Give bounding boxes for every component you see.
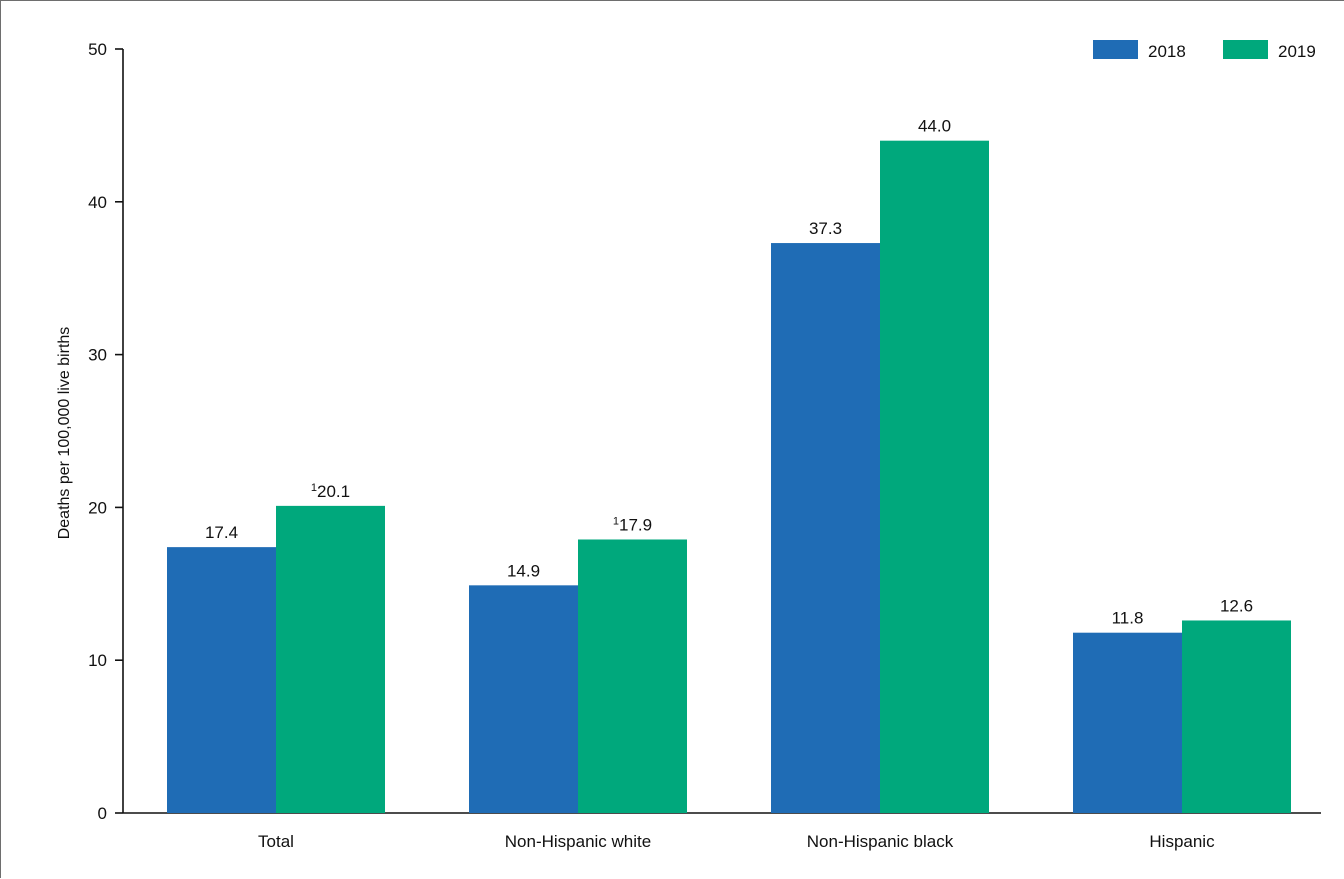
bar-2019-0 [276, 505, 385, 813]
x-category-label: Non-Hispanic white [505, 832, 651, 851]
legend-swatch-2019 [1223, 40, 1268, 59]
x-category-label: Total [258, 832, 294, 851]
y-tick-label: 0 [98, 804, 107, 823]
data-label-value: 20.1 [317, 482, 350, 501]
data-label-value: 12.6 [1220, 596, 1253, 615]
data-label: 14.9 [507, 561, 540, 580]
y-tick-label: 30 [88, 346, 107, 365]
data-label: 120.1 [311, 482, 350, 501]
data-label: 117.9 [613, 515, 652, 534]
y-axis-title: Deaths per 100,000 live births [56, 327, 73, 540]
data-label: 12.6 [1220, 596, 1253, 615]
data-label-value: 17.4 [205, 523, 238, 542]
legend: 2018 2019 [1093, 40, 1316, 61]
data-label: 11.8 [1112, 609, 1144, 628]
data-label: 17.4 [205, 523, 238, 542]
x-axis: Total Non-Hispanic white Non-Hispanic blac… [123, 812, 1321, 851]
data-label-value: 11.8 [1112, 609, 1144, 628]
footnote-marker: 1 [311, 482, 317, 494]
y-tick-label: 40 [88, 193, 107, 212]
data-label-value: 44.0 [918, 117, 951, 136]
bar-2018-0 [167, 547, 276, 813]
data-label: 37.3 [809, 219, 842, 238]
bar-2018-2 [771, 243, 880, 813]
x-category-label: Non-Hispanic black [807, 832, 954, 851]
bar-2019-2 [880, 140, 989, 813]
legend-label: 2019 [1278, 42, 1316, 61]
y-tick-label: 20 [88, 498, 107, 517]
y-tick-label: 50 [88, 40, 107, 59]
footnote-marker: 1 [613, 515, 619, 527]
bar-2018-3 [1073, 632, 1182, 813]
bars-group [167, 140, 1291, 813]
y-tick-label: 10 [88, 651, 107, 670]
bar-2019-3 [1182, 620, 1291, 813]
x-category-label: Hispanic [1149, 832, 1215, 851]
data-label-value: 37.3 [809, 219, 842, 238]
bar-2018-1 [469, 585, 578, 813]
y-axis: 0 10 20 30 40 50 [88, 40, 124, 823]
legend-swatch-2018 [1093, 40, 1138, 59]
data-label-value: 17.9 [619, 515, 652, 534]
legend-label: 2018 [1148, 42, 1186, 61]
data-label-value: 14.9 [507, 561, 540, 580]
bar-2019-1 [578, 539, 687, 813]
data-label: 44.0 [918, 117, 951, 136]
